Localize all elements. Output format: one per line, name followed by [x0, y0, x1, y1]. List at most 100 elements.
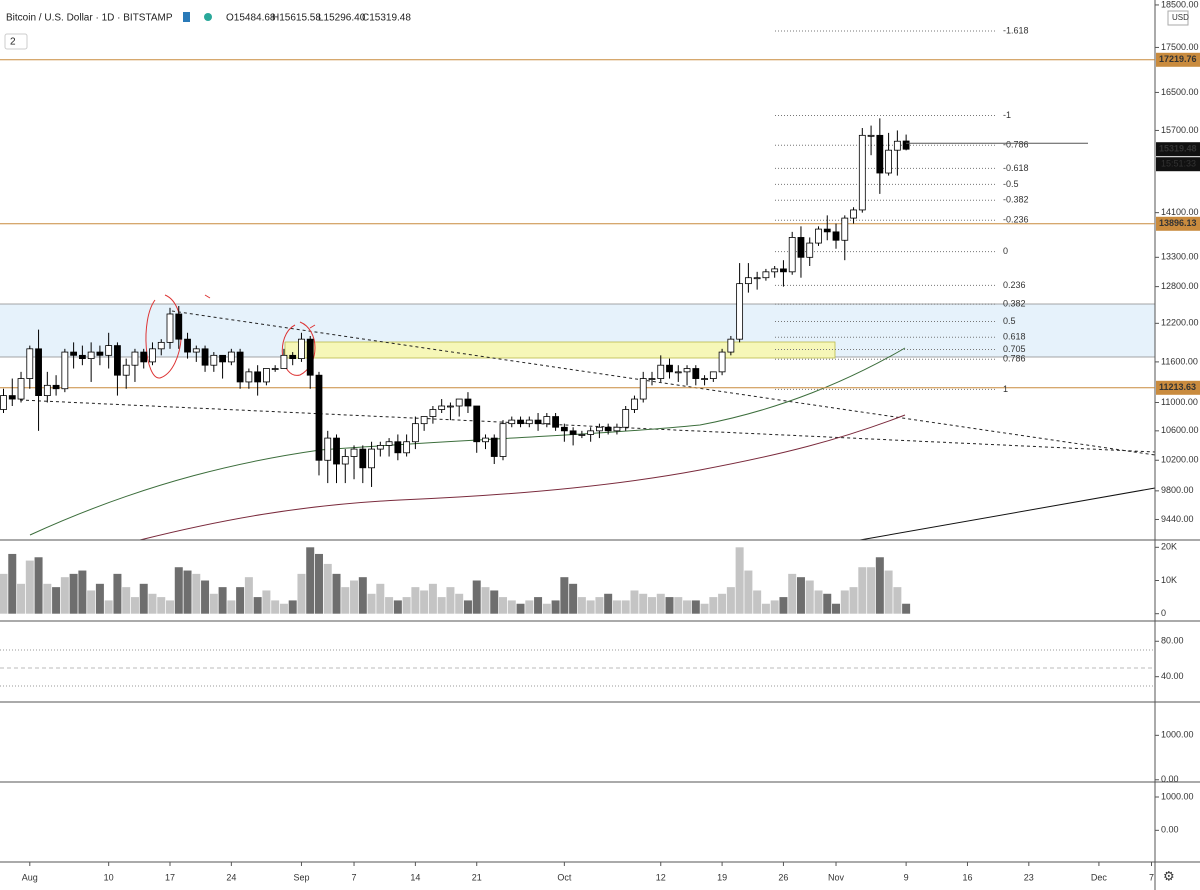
candle-body	[648, 378, 656, 380]
y-tick-label: 11000.00	[1161, 397, 1198, 407]
volume-bar	[867, 567, 876, 614]
settings-icon[interactable]: ⚙	[1163, 868, 1175, 883]
volume-bar	[490, 590, 499, 614]
volume-bar	[455, 593, 464, 614]
candle-body	[0, 395, 7, 410]
candle-body	[263, 368, 270, 383]
volume-bar	[385, 597, 394, 614]
x-tick-label: 17	[165, 872, 175, 882]
y-tick-label: 9800.00	[1161, 485, 1194, 495]
timer-tag	[1156, 157, 1200, 172]
y-tick-label: 1000.00	[1161, 791, 1194, 801]
candle-body	[543, 416, 551, 425]
volume-bar	[647, 597, 656, 614]
indicator-toggle[interactable]	[4, 33, 28, 50]
candle-body	[534, 419, 542, 425]
indicator-count[interactable]: 2	[10, 37, 16, 48]
volume-bar	[700, 603, 709, 614]
fib-label: 0	[1003, 246, 1008, 256]
fib-label: -0.5	[1003, 179, 1019, 189]
volume-bar	[788, 573, 797, 614]
volume-bar	[726, 587, 735, 614]
ohlc-low: L15296.40	[318, 13, 366, 24]
volume-bar	[893, 587, 902, 614]
y-tick-label: 0.00	[1161, 774, 1179, 784]
candle-body	[157, 341, 165, 350]
y-tick-label: 11600.00	[1161, 356, 1198, 366]
candle-body	[771, 268, 779, 273]
volume-bar	[595, 597, 604, 614]
volume-bar	[840, 590, 849, 614]
candle-body	[876, 134, 884, 174]
x-tick-label: 14	[410, 872, 420, 882]
y-tick-label: 0.00	[1161, 825, 1179, 835]
volume-bar	[244, 577, 253, 614]
candle-body	[490, 437, 498, 457]
candle-body	[306, 338, 314, 376]
volume-bar	[104, 600, 113, 614]
candle-body	[210, 354, 218, 366]
volume-bar	[761, 603, 770, 614]
y-tick-label: 0	[1161, 608, 1166, 618]
volume-bar	[437, 597, 446, 614]
volume-bar	[516, 603, 525, 614]
volume-bar	[849, 587, 858, 614]
volume-bar	[446, 587, 455, 614]
volume-bar	[902, 603, 911, 614]
candle-body	[578, 434, 586, 436]
fib-label: -0.236	[1003, 215, 1029, 225]
x-tick-label: 10	[104, 872, 114, 882]
volume-bar	[814, 590, 823, 614]
volume-bar	[358, 577, 367, 614]
candle-body	[219, 354, 226, 363]
trendline	[859, 487, 1156, 541]
candle-body	[657, 364, 665, 379]
candle-body	[709, 371, 717, 379]
volume-bar	[376, 583, 385, 614]
volume-bar	[279, 603, 288, 614]
candle-body	[315, 374, 323, 461]
volume-bar	[43, 583, 52, 614]
volume-bar	[718, 593, 727, 614]
y-tick-label: 10K	[1161, 575, 1177, 585]
volume-bar	[683, 600, 692, 614]
candle-body	[236, 351, 244, 383]
x-tick-label: Oct	[557, 872, 572, 882]
volume-bar	[218, 587, 227, 614]
volume-bar	[560, 577, 569, 614]
volume-bar	[621, 600, 630, 614]
volume-bar	[288, 600, 297, 614]
ohlc-open: O15484.68	[226, 13, 276, 24]
candle-body	[350, 448, 358, 457]
candle-body	[26, 348, 34, 379]
volume-bar	[411, 587, 420, 614]
candle-body	[385, 441, 393, 446]
candle-body	[201, 348, 209, 366]
candle-body	[341, 456, 349, 465]
candle-body	[596, 426, 603, 432]
volume-bar	[770, 600, 779, 614]
price-level-tag	[1156, 216, 1200, 231]
volume-bar	[569, 583, 578, 614]
candle-body	[701, 378, 708, 380]
volume-bar	[577, 597, 586, 614]
candle-body	[455, 398, 463, 407]
fib-label: 1	[1003, 384, 1008, 394]
volume-bar	[17, 583, 26, 614]
candle-body	[473, 405, 481, 443]
candle-body	[832, 231, 840, 241]
candle-body	[438, 405, 446, 410]
fib-label: -1	[1003, 110, 1011, 120]
status-dot	[204, 13, 212, 21]
price-level-tag	[1156, 52, 1200, 67]
candle-body	[52, 384, 60, 390]
fib-label: -1.618	[1003, 25, 1029, 35]
x-tick-label: 12	[656, 872, 666, 882]
volume-bar	[130, 597, 139, 614]
volume-bar	[393, 600, 402, 614]
y-tick-label: 16500.00	[1161, 87, 1199, 97]
candle-body	[149, 348, 156, 363]
volume-bar	[227, 600, 236, 614]
candle-body	[604, 426, 612, 432]
